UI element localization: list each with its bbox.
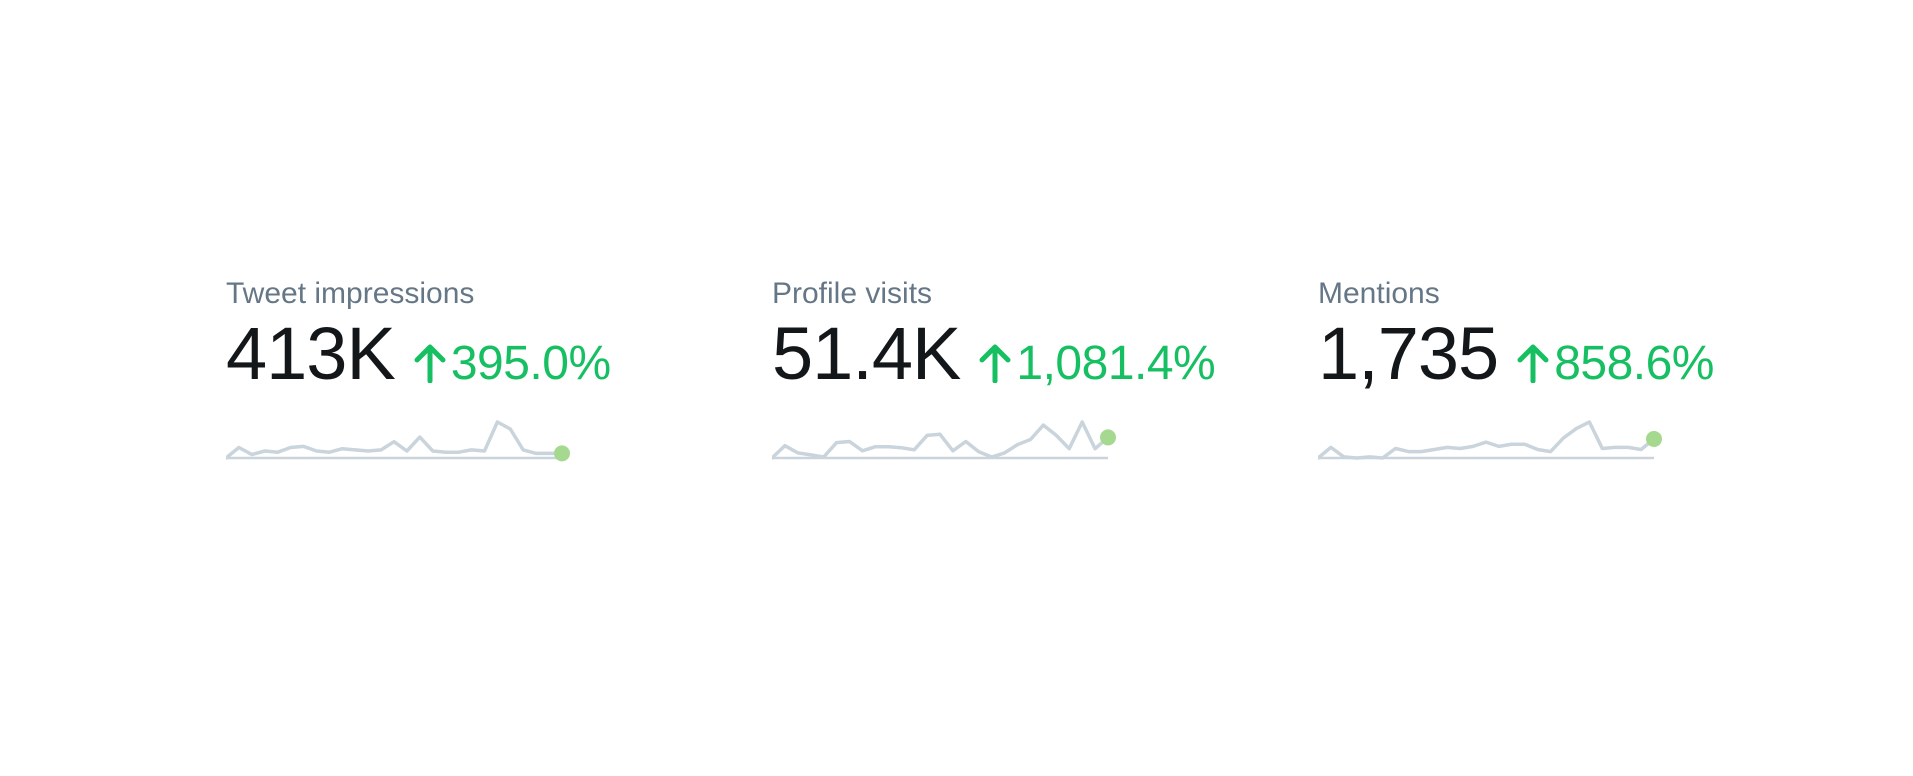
metric-card-profile-visits[interactable]: Profile visits 51.4K 1,081.4% <box>772 276 1318 468</box>
sparkline-line <box>772 420 1110 460</box>
change-value: 858.6% <box>1554 337 1714 390</box>
metrics-row: Tweet impressions 413K 395.0% Profile vi… <box>226 276 1864 468</box>
sparkline <box>1318 420 1662 460</box>
arrow-up-icon <box>979 344 1011 383</box>
metric-value-row: 413K 395.0% <box>226 314 772 394</box>
sparkline-line <box>226 420 564 460</box>
change-value: 1,081.4% <box>1016 337 1216 390</box>
metric-value: 413K <box>226 312 396 395</box>
sparkline-line <box>1318 420 1656 460</box>
metric-change: 395.0% <box>413 338 611 390</box>
sparkline-endpoint <box>554 445 570 462</box>
sparkline-endpoint <box>1100 429 1116 446</box>
metric-label: Profile visits <box>772 277 933 310</box>
metric-label: Mentions <box>1318 277 1440 310</box>
metric-card-tweet-impressions[interactable]: Tweet impressions 413K 395.0% <box>226 276 772 468</box>
change-value: 395.0% <box>450 337 611 390</box>
metric-value: 51.4K <box>772 312 961 395</box>
sparkline-endpoint <box>1646 430 1662 447</box>
metric-value-row: 1,735 858.6% <box>1318 314 1864 394</box>
metric-change: 1,081.4% <box>978 337 1216 390</box>
metric-card-mentions[interactable]: Mentions 1,735 858.6% <box>1318 276 1864 468</box>
metric-change: 858.6% <box>1516 338 1714 390</box>
sparkline <box>226 420 570 462</box>
metric-value: 1,735 <box>1318 312 1499 395</box>
metric-label: Tweet impressions <box>226 277 475 310</box>
arrow-up-icon <box>414 344 446 383</box>
arrow-up-icon <box>1517 344 1549 383</box>
sparkline <box>772 420 1116 460</box>
metric-value-row: 51.4K 1,081.4% <box>772 314 1318 394</box>
